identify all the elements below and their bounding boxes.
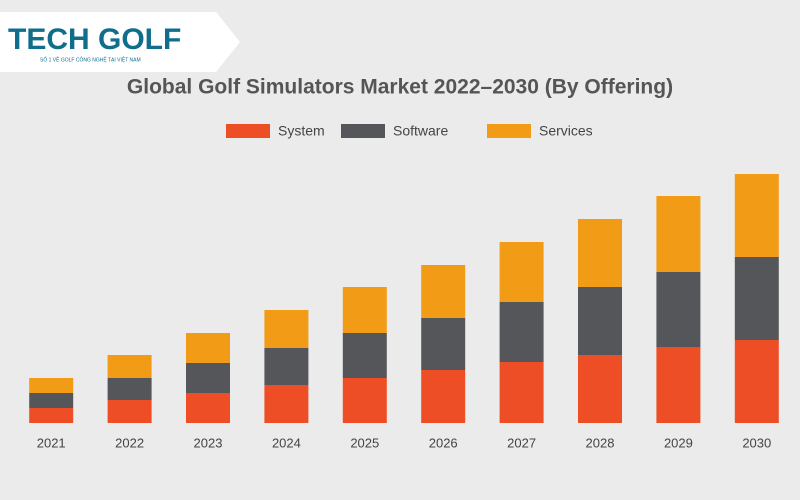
bar-segment bbox=[656, 272, 701, 347]
x-tick-label: 2026 bbox=[429, 435, 458, 450]
x-tick-label: 2024 bbox=[272, 435, 301, 450]
bar-segment bbox=[734, 257, 779, 340]
bar-segment bbox=[264, 385, 309, 423]
bar-segment bbox=[734, 174, 779, 257]
x-tick-label: 2029 bbox=[664, 435, 693, 450]
bar-segment bbox=[29, 378, 74, 393]
legend-swatch bbox=[341, 124, 385, 138]
bar-segment bbox=[421, 370, 466, 423]
bar-segment bbox=[264, 310, 309, 348]
x-tick-label: 2028 bbox=[586, 435, 615, 450]
x-tick-label: 2022 bbox=[115, 435, 144, 450]
bar-segment bbox=[186, 393, 230, 423]
bar-segment bbox=[734, 340, 779, 423]
x-tick-label: 2023 bbox=[194, 435, 223, 450]
logo-banner bbox=[0, 12, 240, 72]
bar-segment bbox=[342, 333, 387, 378]
bar-segment bbox=[499, 302, 544, 362]
logo-tagline: SỐ 1 VỀ GOLF CÔNG NGHỆ TẠI VIỆT NAM bbox=[40, 55, 141, 63]
x-tick-label: 2025 bbox=[350, 435, 379, 450]
bar-segment bbox=[186, 333, 230, 363]
bar-segment bbox=[656, 196, 701, 272]
legend-swatch bbox=[226, 124, 270, 138]
bar-segment bbox=[29, 393, 74, 408]
bar-segment bbox=[342, 378, 387, 423]
legend-label: System bbox=[278, 123, 325, 139]
bar-segment bbox=[578, 287, 622, 355]
x-tick-label: 2030 bbox=[742, 435, 771, 450]
bar-segment bbox=[107, 378, 152, 400]
bar-segment bbox=[342, 287, 387, 333]
logo-name: TECH GOLF bbox=[8, 23, 181, 56]
bar-segment bbox=[421, 318, 466, 370]
legend-label: Services bbox=[539, 123, 593, 139]
x-tick-label: 2021 bbox=[37, 435, 66, 450]
legend-label: Software bbox=[393, 123, 448, 139]
bar-segment bbox=[499, 362, 544, 423]
bar-segment bbox=[578, 219, 622, 287]
x-tick-label: 2027 bbox=[507, 435, 536, 450]
bar-segment bbox=[264, 348, 309, 385]
bar-segment bbox=[107, 355, 152, 378]
legend-swatch bbox=[487, 124, 531, 138]
bar-segment bbox=[578, 355, 622, 423]
bar-segment bbox=[186, 363, 230, 393]
bar-segment bbox=[29, 408, 74, 423]
bar-segment bbox=[107, 400, 152, 423]
bar-segment bbox=[421, 265, 466, 318]
bar-segment bbox=[499, 242, 544, 302]
bar-segment bbox=[656, 347, 701, 423]
chart-title: Global Golf Simulators Market 2022–2030 … bbox=[127, 76, 673, 99]
